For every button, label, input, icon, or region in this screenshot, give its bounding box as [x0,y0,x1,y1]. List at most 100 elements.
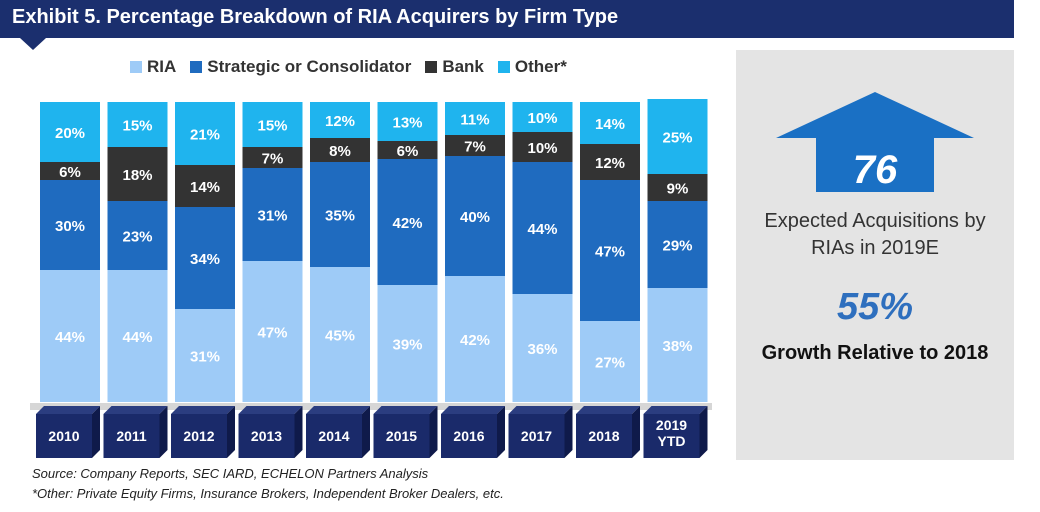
source-note: Source: Company Reports, SEC IARD, ECHEL… [32,466,429,481]
data-label: 44% [55,329,85,346]
year-box-side [429,406,438,458]
chart-title: Exhibit 5. Percentage Breakdown of RIA A… [12,6,619,28]
year-box-top [643,406,708,414]
expected-acquisitions-label: Expected Acquisitions by RIAs in 2019E [764,210,986,259]
data-label: 30% [55,218,85,235]
bar-other-8 [580,102,640,144]
x-tick-label: YTD [658,433,686,449]
year-box-side [294,406,303,458]
growth-value: 55% [836,286,914,328]
data-label: 25% [662,130,692,147]
bar-other-3 [242,102,303,147]
legend-swatch-ria [130,61,142,73]
bar-ria-5 [377,285,438,402]
year-box [441,414,497,458]
year-box-top [576,406,640,414]
expected-acquisitions-value: 76 [852,148,898,192]
year-box [306,414,362,458]
data-label: 31% [257,208,287,225]
data-label: 11% [460,112,489,129]
data-label: 47% [595,244,625,261]
year-box-side [632,406,640,458]
x-tick-label: 2014 [318,428,349,444]
bar-other-9 [647,99,708,174]
data-label: 38% [662,338,692,355]
data-label: 27% [595,355,625,372]
legend-label-bank: Bank [442,57,484,76]
bar-strategic-or-consolidator-7 [512,162,573,294]
year-box-top [508,406,573,414]
x-tick-label: 2015 [386,428,417,444]
data-label: 23% [122,229,152,246]
bar-other-1 [107,102,168,147]
year-box-side [362,406,370,458]
year-box-top [238,406,303,414]
title-bar: Exhibit 5. Percentage Breakdown of RIA A… [0,0,1014,38]
data-label: 21% [190,127,220,144]
bar-ria-1 [107,270,168,402]
bar-bank-7 [512,132,573,162]
stacked-bar-chart: 44% 30% 6% 20% 2010 44% 23% 18% 15% 2011 31% 34% 14%… [30,99,712,458]
year-box [171,414,227,458]
bar-other-2 [175,102,235,165]
data-label: 14% [190,179,220,196]
year-box-top [373,406,438,414]
data-label: 20% [55,125,85,142]
bar-bank-9 [647,174,708,201]
legend-swatch-bank [425,61,438,73]
legend-item-other: Other* [497,57,567,77]
data-label: 42% [460,332,490,349]
bar-strategic-or-consolidator-5 [377,159,438,285]
bar-other-6 [445,102,505,135]
bar-ria-4 [310,267,370,402]
data-label: 40% [460,209,490,226]
bar-ria-7 [512,294,573,402]
data-label: 18% [122,167,152,184]
bar-other-4 [310,102,370,138]
year-box-side [159,406,168,458]
year-box-top [36,406,100,414]
bar-strategic-or-consolidator-1 [107,201,168,270]
bar-other-5 [377,102,438,141]
data-label: 12% [325,113,355,130]
year-box-top [441,406,505,414]
bar-other-7 [512,102,573,132]
year-box [103,414,160,458]
year-box [576,414,632,458]
growth-label: Growth Relative to 2018 [761,342,989,364]
data-label: 10% [527,110,557,127]
year-box [508,414,565,458]
data-label: 15% [257,118,287,135]
year-box-top [103,406,168,414]
data-label: 31% [190,349,220,366]
legend-swatch-strategic [190,61,203,73]
year-box-top [171,406,235,414]
data-label: 15% [122,118,152,135]
bar-strategic-or-consolidator-6 [445,156,505,276]
data-label: 44% [527,221,557,238]
bar-bank-0 [40,162,100,180]
year-box-side [227,406,235,458]
year-box-side [92,406,100,458]
data-label: 6% [397,143,419,160]
x-tick-label: 2018 [588,428,619,444]
data-label: 47% [257,325,287,342]
year-box-side [497,406,505,458]
x-tick-label: 2013 [251,428,282,444]
data-label: 44% [122,329,152,346]
bar-ria-9 [647,288,708,402]
data-label: 34% [190,251,220,268]
data-label: 35% [325,208,355,225]
bar-bank-8 [580,144,640,180]
legend: RIA Strategic or Consolidator Bank Other… [130,56,567,78]
data-label: 7% [464,139,486,156]
legend-swatch-other [497,61,510,73]
data-label: 42% [392,215,422,232]
data-label: 13% [392,115,422,132]
bar-strategic-or-consolidator-9 [647,201,708,288]
legend-label-strategic: Strategic or Consolidator [207,57,412,76]
bar-ria-3 [242,261,303,402]
bar-strategic-or-consolidator-0 [40,180,100,270]
data-label: 9% [667,181,689,198]
bar-strategic-or-consolidator-8 [580,180,640,321]
